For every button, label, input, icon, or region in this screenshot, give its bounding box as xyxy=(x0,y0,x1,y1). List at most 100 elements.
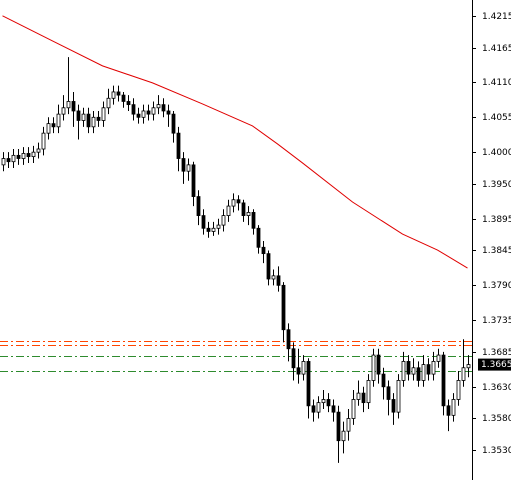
candle-body xyxy=(436,354,441,362)
candle-body xyxy=(441,354,446,407)
candle-body xyxy=(96,116,101,121)
y-tick-label: 1.3685 xyxy=(482,348,511,358)
candle-body xyxy=(206,227,211,232)
candle-body xyxy=(116,91,121,96)
candle-body xyxy=(221,215,226,226)
candle-body xyxy=(301,361,306,375)
candle-body xyxy=(56,113,61,128)
y-tick-label: 1.4110 xyxy=(482,78,511,88)
y-tick-label: 1.3735 xyxy=(482,316,511,326)
candle-body xyxy=(276,275,281,286)
candle-body xyxy=(161,104,166,112)
candle-body xyxy=(281,284,286,331)
candle-body xyxy=(126,101,131,106)
candle-body xyxy=(416,367,421,381)
candle-body xyxy=(11,154,16,163)
candle-body xyxy=(316,402,321,413)
candle-body xyxy=(271,275,276,280)
y-tick-label: 1.3530 xyxy=(482,446,511,456)
last-price-label: 1.3665 xyxy=(481,360,511,370)
y-tick-label: 1.4055 xyxy=(482,113,511,123)
candle-body xyxy=(231,199,236,207)
candle-body xyxy=(6,158,11,163)
candle-body xyxy=(41,132,46,150)
candle-body xyxy=(181,158,186,172)
candle-body xyxy=(216,224,221,229)
candle-body xyxy=(456,380,461,400)
candle-body xyxy=(346,418,351,432)
candle-body xyxy=(151,107,156,115)
candle-body xyxy=(76,110,81,121)
candle-body xyxy=(131,104,136,115)
candle-body xyxy=(196,196,201,216)
candle-body xyxy=(376,354,381,375)
candle-body xyxy=(371,354,376,381)
candle-body xyxy=(186,164,191,172)
y-tick-label: 1.4000 xyxy=(482,148,511,158)
moving-average xyxy=(2,15,468,269)
candle-body xyxy=(16,154,21,159)
candle-body xyxy=(61,107,66,115)
candle-body xyxy=(361,392,366,404)
candle-body xyxy=(296,367,301,375)
candle-body xyxy=(406,361,411,375)
candle-body xyxy=(136,113,141,118)
y-tick-label: 1.3790 xyxy=(482,281,511,291)
candle-body xyxy=(166,110,171,115)
candle-body xyxy=(1,158,6,166)
candle-body xyxy=(356,392,361,400)
candle-body xyxy=(446,405,451,416)
candle-body xyxy=(101,107,106,121)
candle-body xyxy=(381,373,386,388)
candle-body xyxy=(91,116,96,128)
candle-body xyxy=(461,367,466,381)
candle-body xyxy=(246,212,251,216)
y-tick-label: 1.4165 xyxy=(482,44,511,54)
candle-body xyxy=(311,405,316,413)
candle-body xyxy=(156,104,161,109)
candle-body xyxy=(431,361,436,375)
candle-body xyxy=(171,113,176,134)
candle-body xyxy=(71,101,76,112)
candle-body xyxy=(321,399,326,404)
candle-body xyxy=(326,399,331,407)
candle-body xyxy=(226,205,231,216)
candle-body xyxy=(31,151,36,158)
candle-body xyxy=(86,113,91,128)
candle-body xyxy=(236,199,241,204)
candle-body xyxy=(286,329,291,350)
candle-body xyxy=(121,94,126,102)
y-tick-label: 1.3950 xyxy=(482,180,511,190)
candle-body xyxy=(81,113,86,121)
candle-body xyxy=(366,380,371,404)
candle-body xyxy=(261,246,266,255)
y-tick-label: 1.3845 xyxy=(482,246,511,256)
candle-body xyxy=(46,123,51,134)
candle-body xyxy=(211,227,216,232)
candle-body xyxy=(336,411,341,442)
candle-body xyxy=(201,215,206,229)
candle-body xyxy=(21,153,26,159)
candle-body xyxy=(266,253,271,280)
candle-body xyxy=(306,361,311,407)
candle-body xyxy=(421,364,426,381)
candle-body xyxy=(391,399,396,413)
y-tick-label: 1.3630 xyxy=(482,383,511,393)
candle-body xyxy=(396,380,401,413)
y-tick-label: 1.3895 xyxy=(482,215,511,225)
candle-body xyxy=(36,148,41,153)
candle-body xyxy=(256,227,261,248)
candle-body xyxy=(146,110,151,115)
candle-body xyxy=(451,399,456,416)
candle-body xyxy=(331,405,336,413)
candle-body xyxy=(401,361,406,381)
y-tick-label: 1.4215 xyxy=(482,12,511,22)
candle-body xyxy=(426,364,431,375)
last-price-box xyxy=(478,358,511,371)
candle-body xyxy=(66,101,71,109)
candle-body xyxy=(386,386,391,400)
candle-body xyxy=(251,212,256,229)
candle-body xyxy=(466,364,471,369)
